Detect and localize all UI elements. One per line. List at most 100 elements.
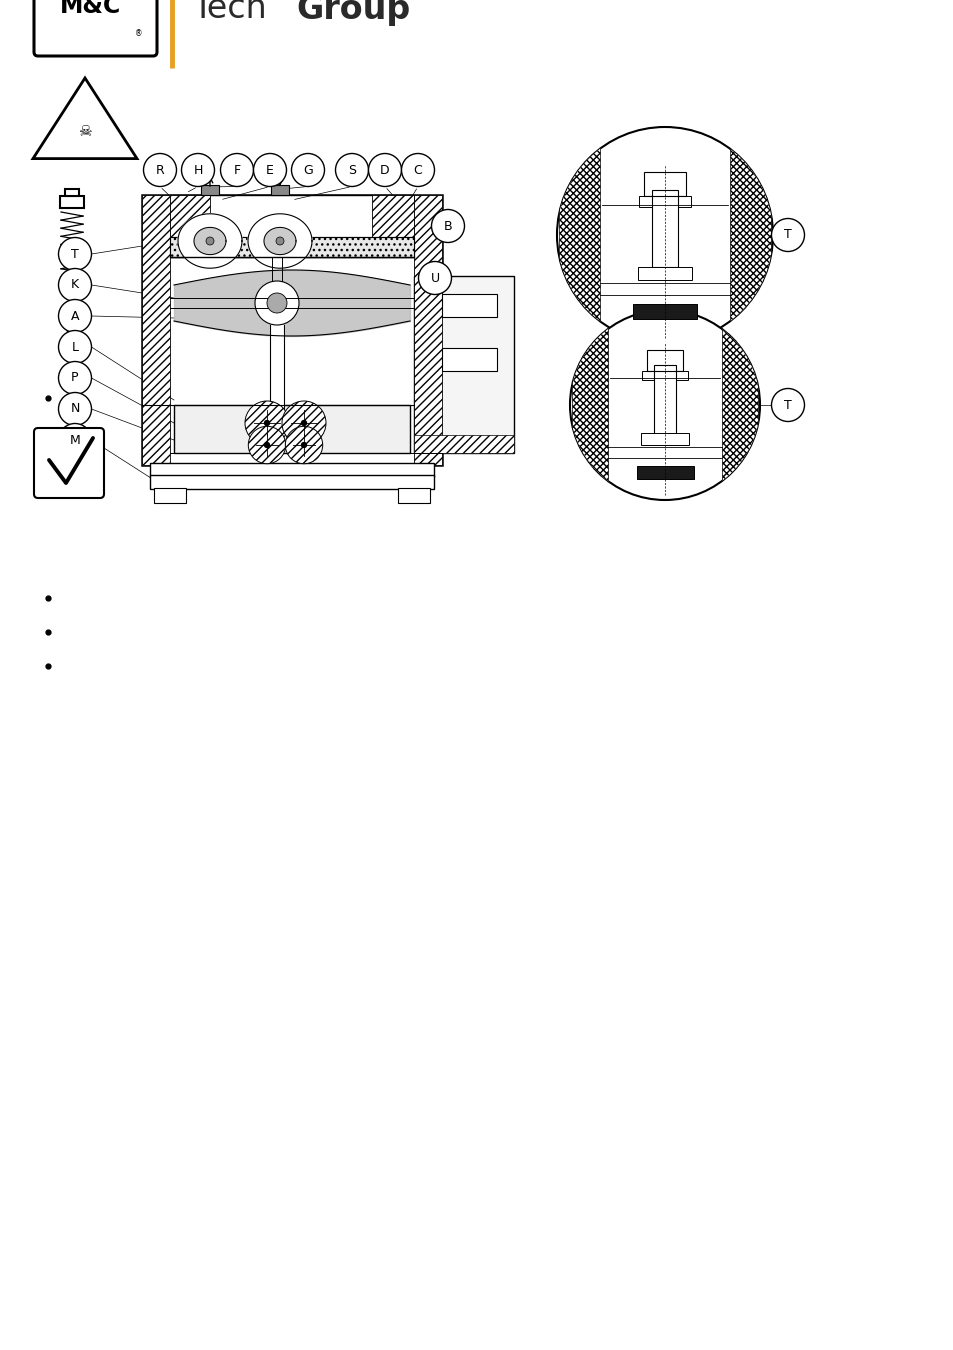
Text: E: E	[266, 163, 274, 177]
Bar	[641, 371, 687, 381]
Bar	[173, 405, 410, 454]
Circle shape	[264, 443, 269, 447]
Bar	[632, 304, 697, 319]
Circle shape	[557, 127, 772, 343]
Bar	[729, 135, 770, 335]
Bar	[150, 463, 434, 477]
Bar	[638, 267, 691, 281]
Text: U: U	[430, 271, 439, 285]
FancyBboxPatch shape	[34, 0, 157, 55]
Polygon shape	[193, 227, 226, 255]
Bar	[150, 475, 434, 489]
Circle shape	[220, 154, 253, 186]
Text: ®: ®	[135, 30, 143, 38]
Circle shape	[301, 443, 306, 447]
Circle shape	[58, 331, 91, 363]
Text: F: F	[233, 163, 240, 177]
Circle shape	[431, 209, 464, 243]
Polygon shape	[248, 213, 312, 269]
Circle shape	[292, 154, 324, 186]
Bar	[414, 194, 441, 464]
Text: A: A	[71, 309, 79, 323]
Bar	[558, 135, 599, 335]
Bar	[646, 350, 682, 371]
Bar	[201, 185, 219, 194]
Circle shape	[181, 154, 214, 186]
Circle shape	[58, 424, 91, 456]
Text: C: C	[414, 163, 422, 177]
Text: P: P	[71, 371, 79, 385]
Bar	[142, 194, 170, 464]
Circle shape	[206, 238, 213, 244]
Circle shape	[771, 389, 803, 421]
Circle shape	[245, 401, 289, 446]
Circle shape	[418, 262, 451, 294]
Bar	[170, 238, 414, 256]
Bar	[170, 194, 210, 252]
Bar	[153, 487, 186, 504]
Bar	[651, 189, 678, 267]
Circle shape	[254, 281, 298, 325]
Circle shape	[58, 269, 91, 301]
Polygon shape	[264, 227, 295, 255]
Text: S: S	[348, 163, 355, 177]
Bar	[640, 433, 688, 446]
Text: M: M	[70, 433, 80, 447]
Text: R: R	[155, 163, 164, 177]
Circle shape	[58, 300, 91, 332]
Bar	[571, 317, 607, 493]
Circle shape	[282, 401, 326, 446]
Circle shape	[58, 362, 91, 394]
Bar	[397, 487, 430, 504]
Polygon shape	[178, 213, 242, 269]
Text: B: B	[443, 220, 452, 232]
Bar	[414, 435, 514, 454]
Bar	[142, 194, 441, 464]
Bar	[170, 238, 414, 256]
Text: H: H	[193, 163, 202, 177]
Bar	[441, 348, 497, 370]
Circle shape	[267, 293, 287, 313]
Bar	[721, 317, 758, 493]
Circle shape	[253, 154, 286, 186]
Circle shape	[771, 219, 803, 251]
Text: Group: Group	[295, 0, 410, 26]
Bar	[271, 185, 289, 194]
Text: K: K	[71, 278, 79, 292]
Bar	[414, 275, 514, 454]
Circle shape	[264, 420, 269, 425]
Circle shape	[285, 427, 322, 463]
Text: T: T	[783, 398, 791, 412]
Text: D: D	[380, 163, 390, 177]
Bar	[636, 466, 693, 479]
Bar	[60, 196, 84, 208]
Circle shape	[401, 154, 434, 186]
Circle shape	[248, 427, 285, 463]
FancyBboxPatch shape	[34, 428, 104, 498]
Bar	[65, 319, 79, 327]
Circle shape	[368, 154, 401, 186]
Circle shape	[143, 154, 176, 186]
Bar	[170, 194, 414, 256]
Bar	[372, 194, 414, 252]
Circle shape	[335, 154, 368, 186]
Circle shape	[58, 238, 91, 270]
Bar	[67, 325, 77, 338]
Circle shape	[301, 420, 306, 425]
Text: T: T	[71, 247, 79, 261]
Text: Tech: Tech	[192, 0, 267, 26]
Circle shape	[58, 393, 91, 425]
Bar	[639, 196, 690, 207]
Text: ☠: ☠	[78, 123, 91, 139]
Text: T: T	[783, 228, 791, 242]
Text: N: N	[71, 402, 80, 416]
Bar	[441, 294, 497, 316]
Bar	[65, 189, 79, 196]
Circle shape	[275, 238, 284, 244]
Text: M&C: M&C	[60, 0, 121, 18]
Bar	[653, 364, 676, 433]
Text: L: L	[71, 340, 78, 354]
Text: G: G	[303, 163, 313, 177]
Bar	[644, 173, 685, 196]
Circle shape	[569, 310, 760, 500]
